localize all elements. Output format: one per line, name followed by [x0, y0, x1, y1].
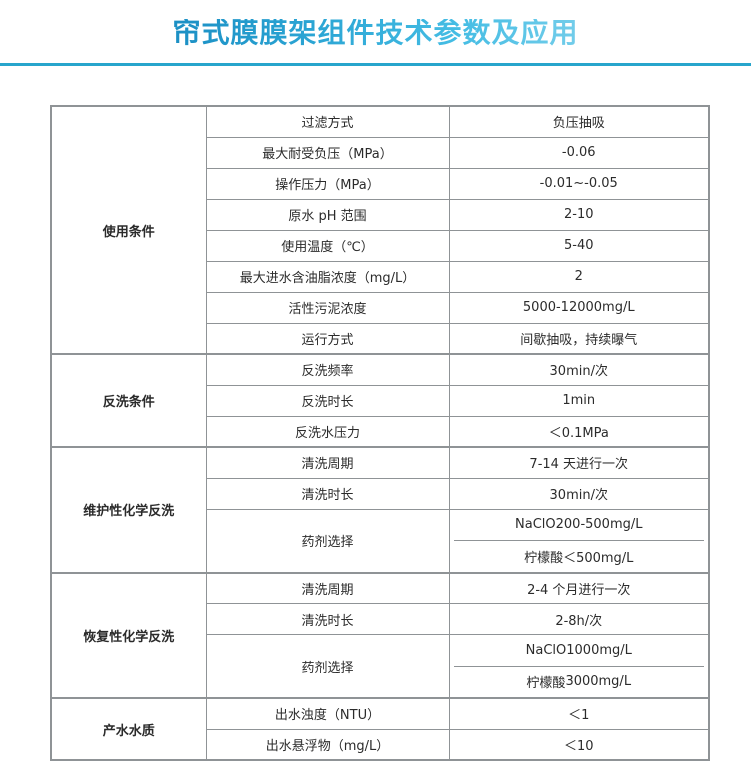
parameter-name: 操作压力（MPa）	[205, 167, 450, 200]
table-row: 反洗水压力 ＜0.1MPa	[51, 415, 710, 448]
parameter-value: ＜0.1MPa	[448, 415, 710, 448]
section-label: 使用条件	[50, 105, 207, 355]
table-row: 产水水质 出水浊度（NTU） ＜1	[50, 697, 710, 761]
chemical-dosage: 200-500mg/L	[555, 517, 643, 533]
page-title: 帘式膜膜架组件技术参数及应用	[172, 16, 579, 49]
parameter-value: 2-10	[448, 198, 710, 231]
chemical-value: 柠檬酸 3000mg/L	[454, 667, 705, 698]
header-divider	[0, 63, 751, 66]
chemical-dosage: 1000mg/L	[566, 642, 632, 658]
table-row: 使用条件 过滤方式 负压抽吸	[50, 105, 710, 355]
parameter-name: 使用温度（℃）	[205, 229, 450, 262]
parameter-name: 出水悬浮物（mg/L）	[205, 728, 450, 761]
chemical-value: NaClO 200-500mg/L	[453, 510, 704, 541]
chemical-dosage: 3000mg/L	[565, 674, 632, 690]
chemical-name: NaClO	[515, 517, 556, 533]
table-row: 药剂选择 NaClO 1000mg/L 柠檬酸 3000mg/L	[51, 634, 710, 699]
parameter-name: 运行方式	[205, 322, 450, 355]
parameter-name: 药剂选择	[205, 634, 450, 699]
section-label: 恢复性化学反洗	[50, 571, 207, 699]
parameter-value: 2	[448, 260, 710, 293]
parameter-name: 出水浊度（NTU）	[205, 697, 450, 730]
parameter-value: 1min	[448, 384, 710, 417]
table-row: 恢复性化学反洗 清洗周期 2-4 个月进行一次	[50, 571, 710, 699]
table-row: 药剂选择 NaClO 200-500mg/L 柠檬酸 ＜500mg/L	[51, 508, 710, 573]
table-row: 反洗条件 反洗频率 30min/次	[50, 353, 710, 448]
section-label: 产水水质	[50, 697, 207, 761]
parameter-name: 活性污泥浓度	[205, 291, 450, 324]
chemical-name: 柠檬酸	[524, 550, 564, 566]
table-row: 清洗时长 30min/次	[51, 477, 710, 510]
parameter-value: ＜10	[448, 728, 710, 761]
section-label: 维护性化学反洗	[50, 446, 207, 573]
chemical-name: NaClO	[525, 642, 567, 658]
parameter-value: 5000-12000mg/L	[448, 291, 710, 324]
parameter-value: 2-4 个月进行一次	[448, 571, 710, 604]
parameter-name: 药剂选择	[205, 508, 450, 573]
parameter-name: 反洗频率	[205, 353, 450, 386]
parameter-value: 间歇抽吸，持续曝气	[448, 322, 710, 355]
parameter-value: NaClO 200-500mg/L 柠檬酸 ＜500mg/L	[448, 508, 710, 573]
parameter-name: 清洗时长	[205, 603, 450, 635]
table-row: 最大进水含油脂浓度（mg/L） 2	[51, 260, 710, 293]
parameter-name: 反洗水压力	[205, 415, 450, 448]
table-row: 使用温度（℃） 5-40	[51, 229, 710, 262]
parameter-value: 5-40	[448, 229, 710, 262]
parameter-value: ＜1	[448, 697, 710, 730]
parameter-name: 清洗周期	[205, 571, 450, 604]
parameter-value: 2-8h/次	[448, 603, 710, 635]
parameter-name: 原水 pH 范围	[205, 198, 450, 231]
parameter-value: 负压抽吸	[448, 105, 710, 138]
table-row: 原水 pH 范围 2-10	[51, 198, 710, 231]
table-row: 维护性化学反洗 清洗周期 7-14 天进行一次	[50, 446, 710, 573]
page-header: 帘式膜膜架组件技术参数及应用	[0, 0, 751, 66]
parameter-name: 最大进水含油脂浓度（mg/L）	[205, 260, 450, 293]
parameter-name: 过滤方式	[205, 105, 450, 138]
parameter-name: 清洗周期	[205, 446, 450, 479]
parameter-value: NaClO 1000mg/L 柠檬酸 3000mg/L	[448, 634, 710, 699]
chemical-value: 柠檬酸 ＜500mg/L	[454, 541, 705, 572]
chemical-value: NaClO 1000mg/L	[453, 635, 704, 667]
spec-table: 使用条件 过滤方式 负压抽吸 最大耐受负压（MPa） -0.06 操作压力（MPa） -0.…	[50, 105, 710, 761]
table-row: 反洗时长 1min	[51, 384, 710, 417]
chemical-dosage: ＜500mg/L	[563, 550, 634, 566]
table-row: 活性污泥浓度 5000-12000mg/L	[51, 291, 710, 324]
parameter-value: 30min/次	[448, 477, 710, 510]
table-row: 清洗时长 2-8h/次	[51, 603, 710, 635]
chemical-name: 柠檬酸	[526, 676, 566, 692]
parameter-name: 反洗时长	[205, 384, 450, 417]
spec-table-container: 使用条件 过滤方式 负压抽吸 最大耐受负压（MPa） -0.06 操作压力（MPa） -0.…	[50, 105, 710, 761]
parameter-value: -0.06	[448, 136, 710, 169]
table-row: 最大耐受负压（MPa） -0.06	[51, 136, 710, 169]
parameter-value: -0.01~-0.05	[448, 167, 710, 200]
parameter-value: 30min/次	[448, 353, 710, 386]
parameter-value: 7-14 天进行一次	[448, 446, 710, 479]
parameter-name: 最大耐受负压（MPa）	[205, 136, 450, 169]
section-label: 反洗条件	[50, 353, 207, 448]
parameter-name: 清洗时长	[205, 477, 450, 510]
